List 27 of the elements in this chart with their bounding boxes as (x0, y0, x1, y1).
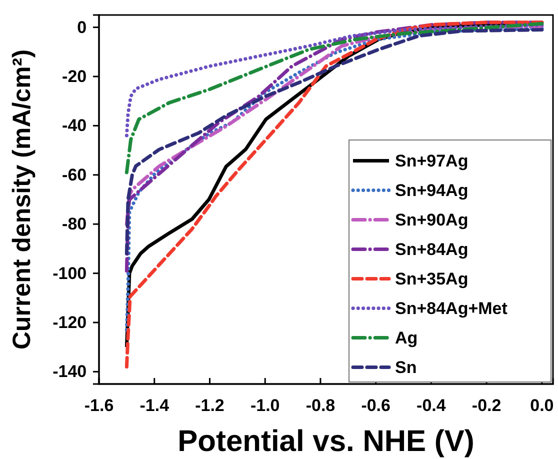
y-tick-label: -100 (52, 264, 87, 283)
legend-label: Sn+94Ag (395, 181, 468, 200)
x-tick-label: -0.8 (306, 396, 336, 415)
legend-label: Sn+35Ag (395, 270, 468, 289)
legend-label: Sn+97Ag (395, 152, 468, 171)
x-tick-label: -0.4 (416, 396, 446, 415)
x-tick-label: -0.2 (472, 396, 502, 415)
x-tick-label: -1.2 (195, 396, 224, 415)
x-tick-label: -1.4 (140, 396, 170, 415)
legend-label: Ag (395, 328, 418, 348)
legend-label: Sn+90Ag (395, 210, 468, 230)
x-tick-label: -0.6 (361, 396, 390, 415)
legend-label: Sn+84Ag (395, 240, 468, 260)
x-tick-label: -1.0 (250, 396, 280, 415)
y-tick-label: -80 (62, 214, 87, 234)
x-axis-title: Potential vs. NHE (V) (178, 425, 474, 458)
x-tick-label: 0.0 (530, 396, 554, 415)
y-axis-title: Current density (mA/cm²) (8, 49, 36, 350)
y-tick-label: -40 (62, 116, 87, 136)
y-tick-label: -20 (62, 66, 87, 86)
y-tick-label: -120 (52, 312, 87, 332)
y-tick-label: 0 (77, 18, 87, 37)
legend-label: Sn+84Ag+Met (395, 299, 508, 318)
y-tick-label: -140 (52, 362, 87, 382)
x-tick-label: -1.6 (84, 396, 114, 415)
legend-label: Sn (395, 358, 417, 378)
y-tick-label: -60 (62, 165, 87, 184)
